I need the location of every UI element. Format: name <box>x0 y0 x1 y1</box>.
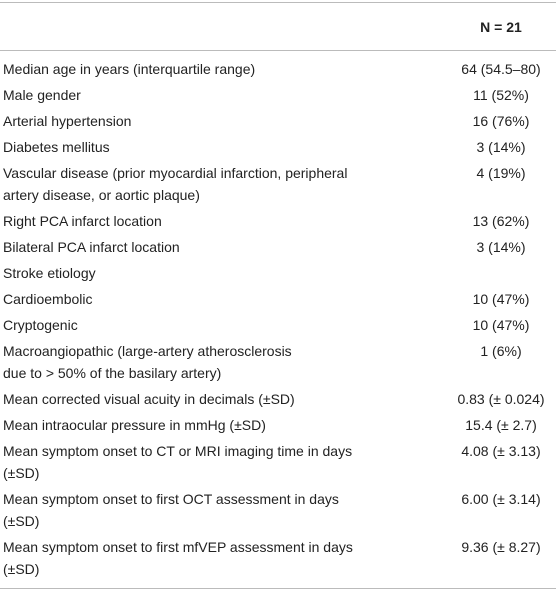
table-row: Cryptogenic 10 (47%) <box>0 312 556 338</box>
table-row: Mean symptom onset to first mfVEP assess… <box>0 534 556 589</box>
row-value: 6.00 (± 3.14) <box>461 491 541 507</box>
table-row: Macroangiopathic (large-artery atheroscl… <box>0 338 556 386</box>
row-value: 3 (14%) <box>476 239 526 255</box>
table-row: Vascular disease (prior myocardial infar… <box>0 160 556 208</box>
row-label: Cardioembolic <box>3 291 93 307</box>
row-label: Mean corrected visual acuity in decimals… <box>3 391 295 407</box>
header-row: N = 21 <box>0 2 556 51</box>
row-label: Macroangiopathic (large-artery atheroscl… <box>3 343 292 381</box>
row-value <box>446 260 556 286</box>
row-value: 16 (76%) <box>472 113 530 129</box>
table-row: Mean corrected visual acuity in decimals… <box>0 386 556 412</box>
row-value: 13 (62%) <box>472 213 530 229</box>
row-value: 4 (19%) <box>476 165 526 181</box>
row-value: 11 (52%) <box>473 87 529 103</box>
table-row: Arterial hypertension 16 (76%) <box>0 108 556 134</box>
table-row: Mean symptom onset to first OCT assessme… <box>0 486 556 534</box>
table-row: Mean intraocular pressure in mmHg (±SD) 1… <box>0 412 556 438</box>
row-label: Diabetes mellitus <box>3 139 110 155</box>
table-row: Median age in years (interquartile range… <box>0 51 556 83</box>
row-value: 1 (6%) <box>480 343 522 359</box>
row-label: Bilateral PCA infarct location <box>3 239 180 255</box>
row-label: Median age in years (interquartile range… <box>3 61 256 77</box>
header-cell: N = 21 <box>480 18 522 35</box>
row-value: 10 (47%) <box>472 291 530 307</box>
row-label: Stroke etiology <box>3 265 96 281</box>
table-body: Median age in years (interquartile range… <box>0 51 556 589</box>
row-label: Male gender <box>3 87 81 103</box>
row-value: 4.08 (± 3.13) <box>461 443 541 459</box>
table-row: Bilateral PCA infarct location 3 (14%) <box>0 234 556 260</box>
row-label: Arterial hypertension <box>3 113 132 129</box>
row-label: Cryptogenic <box>3 317 78 333</box>
header-cell <box>0 3 446 51</box>
row-label: Vascular disease (prior myocardial infar… <box>3 165 348 203</box>
table-row: Male gender 11 (52%) <box>0 82 556 108</box>
table-row: Stroke etiology <box>0 260 556 286</box>
row-value: 0.83 (± 0.024) <box>457 391 545 407</box>
table-row: Diabetes mellitus 3 (14%) <box>0 134 556 160</box>
row-label: Mean symptom onset to first mfVEP assess… <box>3 539 353 577</box>
table-row: Mean symptom onset to CT or MRI imaging … <box>0 438 556 486</box>
row-value: 15.4 (± 2.7) <box>465 417 537 433</box>
row-label: Right PCA infarct location <box>3 213 162 229</box>
row-value: 64 (54.5–80) <box>461 61 541 77</box>
table-row: Right PCA infarct location 13 (62%) <box>0 208 556 234</box>
row-label: Mean symptom onset to CT or MRI imaging … <box>3 443 353 481</box>
row-label: Mean symptom onset to first OCT assessme… <box>3 491 339 529</box>
row-value: 10 (47%) <box>472 317 530 333</box>
row-value: 9.36 (± 8.27) <box>461 539 541 555</box>
row-label: Mean intraocular pressure in mmHg (±SD) <box>3 417 266 433</box>
table-row: Cardioembolic 10 (47%) <box>0 286 556 312</box>
row-value: 3 (14%) <box>476 139 526 155</box>
